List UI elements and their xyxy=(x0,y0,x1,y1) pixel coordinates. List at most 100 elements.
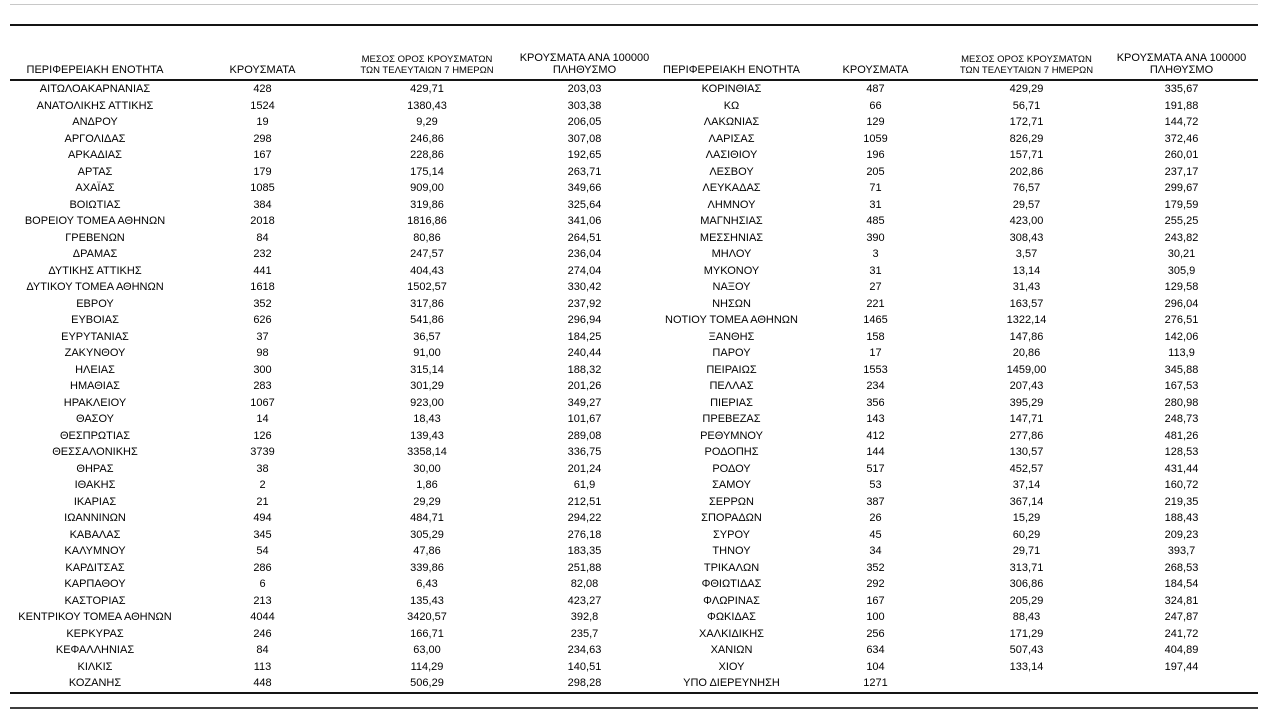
region-cell: ΤΡΙΚΑΛΩΝ xyxy=(703,561,760,574)
avg7-cell: 171,29 xyxy=(1009,627,1044,640)
table-row: ΑΝΑΤΟΛΙΚΗΣ ΑΤΤΙΚΗΣ 1524 1380,43 303,38 ΚΩ 66 5… xyxy=(10,98,1258,115)
avg7-cell: 175,14 xyxy=(410,165,444,178)
region-cell: ΛΑΡΙΣΑΣ xyxy=(708,132,755,145)
avg7-cell: 423,00 xyxy=(1009,215,1044,227)
avg7-cell: 172,71 xyxy=(1009,116,1044,128)
per100k-cell: 101,67 xyxy=(567,413,602,425)
region-cell: ΒΟΙΩΤΙΑΣ xyxy=(69,198,121,211)
cases-cell: 634 xyxy=(866,644,885,656)
avg7-cell: 308,43 xyxy=(1009,231,1044,244)
table-row: ΙΩΑΝΝΙΝΩΝ 494 484,71 294,22 ΣΠΟΡΑΔΩΝ 26 15,29 1… xyxy=(10,510,1258,527)
region-cell: ΜΥΚΟΝΟΥ xyxy=(703,264,760,277)
region-cell: ΧΑΝΙΩΝ xyxy=(710,644,753,656)
region-cell: ΠΡΕΒΕΖΑΣ xyxy=(702,413,761,425)
table-row: ΚΑΛΥΜΝΟΥ 54 47,86 183,35 ΤΗΝΟΥ 34 29,71 393,7 xyxy=(10,543,1258,560)
region-cell: ΝΟΤΙΟΥ ΤΟΜΕΑ ΑΘΗΝΩΝ xyxy=(665,314,798,326)
per100k-cell: 235,7 xyxy=(570,627,599,640)
avg7-cell: 36,57 xyxy=(413,330,441,343)
per100k-cell: 372,46 xyxy=(1164,132,1199,145)
cases-cell: 2018 xyxy=(250,215,275,227)
per100k-cell: 335,67 xyxy=(1164,83,1199,95)
per100k-cell: 30,21 xyxy=(1167,248,1196,260)
region-cell: ΗΡΑΚΛΕΙΟΥ xyxy=(63,396,127,409)
per100k-cell: 192,65 xyxy=(567,149,602,161)
table-row: ΑΙΤΩΛΟΑΚΑΡΝΑΝΙΑΣ 428 429,71 203,03 ΚΟΡΙΝΘΙΑΣ… xyxy=(10,80,1258,98)
table-row: ΚΕΝΤΡΙΚΟΥ ΤΟΜΕΑ ΑΘΗΝΩΝ 4044 3420,57 392,8 ΦΩ… xyxy=(10,609,1258,626)
top-thick-divider xyxy=(10,24,1258,26)
cases-cell: 246 xyxy=(253,627,272,640)
cases-cell: 104 xyxy=(866,660,885,673)
cases-cell: 21 xyxy=(256,495,269,508)
cases-cell: 4044 xyxy=(250,611,275,623)
per100k-cell: 167,53 xyxy=(1164,380,1199,392)
per100k-cell: 234,63 xyxy=(567,644,602,656)
region-cell: ΚΕΝΤΡΙΚΟΥ ΤΟΜΕΑ ΑΘΗΝΩΝ xyxy=(18,611,172,623)
cases-cell: 298 xyxy=(253,132,272,145)
avg7-cell: 15,29 xyxy=(1012,512,1041,524)
cases-cell: 71 xyxy=(869,182,882,194)
avg7-cell: 1459,00 xyxy=(1006,363,1047,376)
cases-cell: 234 xyxy=(866,380,885,392)
per100k-cell: 240,44 xyxy=(567,347,602,359)
avg7-cell: 506,29 xyxy=(410,677,444,689)
per100k-cell: 296,04 xyxy=(1164,297,1199,310)
cases-cell: 428 xyxy=(253,83,272,95)
cases-cell: 1465 xyxy=(863,314,888,326)
per100k-cell: 276,51 xyxy=(1164,314,1199,326)
avg7-cell: 30,00 xyxy=(413,462,441,475)
per100k-cell: 203,03 xyxy=(567,83,602,95)
region-cell: ΙΘΑΚΗΣ xyxy=(74,479,116,491)
per100k-cell: 129,58 xyxy=(1164,281,1199,293)
region-cell: ΠΕΛΛΑΣ xyxy=(709,380,754,392)
region-cell: ΑΝΑΤΟΛΙΚΗΣ ΑΤΤΙΚΗΣ xyxy=(36,99,154,112)
region-cell: ΚΕΦΑΛΛΗΝΙΑΣ xyxy=(55,644,135,656)
per100k-cell: 179,59 xyxy=(1164,198,1199,211)
per100k-cell: 247,87 xyxy=(1164,611,1199,623)
cases-cell: 66 xyxy=(869,99,882,112)
per100k-cell: 336,75 xyxy=(567,446,602,458)
avg7-cell: 317,86 xyxy=(410,297,444,310)
header-line: ΜΕΣΟΣ ΟΡΟΣ ΚΡΟΥΣΜΑΤΩΝ xyxy=(361,54,493,65)
avg7-cell: 37,14 xyxy=(1012,479,1041,491)
per100k-cell: 324,81 xyxy=(1164,594,1199,607)
per100k-cell: 201,24 xyxy=(567,462,602,475)
cases-cell: 167 xyxy=(866,594,885,607)
region-cell: ΧΑΛΚΙΔΙΚΗΣ xyxy=(699,627,764,640)
region-cell: ΡΕΘΥΜΝΟΥ xyxy=(700,429,763,442)
cases-cell: 485 xyxy=(866,215,885,227)
header-row: ΠΕΡΙΦΕΡΕΙΑΚΗ ΕΝΟΤΗΤΑ ΚΡΟΥΣΜΑΤΑ ΜΕΣΟΣ ΟΡΟ… xyxy=(10,36,1258,81)
cases-cell: 100 xyxy=(866,611,885,623)
region-cell: ΔΥΤΙΚΟΥ ΤΟΜΕΑ ΑΘΗΝΩΝ xyxy=(26,281,164,293)
cases-cell: 143 xyxy=(866,413,885,425)
table-row: ΑΧΑΪΑΣ 1085 909,00 349,66 ΛΕΥΚΑΔΑΣ 71 76,57 299… xyxy=(10,180,1258,197)
cases-cell: 1059 xyxy=(863,132,888,145)
per100k-cell: 260,01 xyxy=(1164,149,1199,161)
avg7-cell: 6,43 xyxy=(416,578,438,590)
avg7-cell: 205,29 xyxy=(1009,594,1044,607)
cases-cell: 626 xyxy=(253,314,272,326)
cases-cell: 144 xyxy=(866,446,885,458)
per100k-cell: 263,71 xyxy=(567,165,602,178)
cases-cell: 441 xyxy=(253,264,272,277)
region-cell: ΘΗΡΑΣ xyxy=(76,462,114,475)
avg7-cell: 60,29 xyxy=(1012,528,1041,541)
region-cell: ΔΥΤΙΚΗΣ ΑΤΤΙΚΗΣ xyxy=(48,264,142,277)
per100k-cell: 219,35 xyxy=(1164,495,1199,508)
avg7-cell: 228,86 xyxy=(410,149,444,161)
per100k-cell: 255,25 xyxy=(1164,215,1199,227)
cases-cell: 412 xyxy=(866,429,885,442)
per100k-cell: 298,28 xyxy=(567,677,602,689)
per100k-cell: 330,42 xyxy=(567,281,602,293)
table-row: ΚΑΒΑΛΑΣ 345 305,29 276,18 ΣΥΡΟΥ 45 60,29 209,23 xyxy=(10,527,1258,544)
region-cell: ΤΗΝΟΥ xyxy=(712,545,751,557)
region-cell: ΡΟΔΟΠΗΣ xyxy=(704,446,759,458)
cases-cell: 213 xyxy=(253,594,272,607)
cases-cell: 38 xyxy=(256,462,269,475)
header-line: ΠΛΗΘΥΣΜΟ xyxy=(1149,64,1214,76)
region-cell: ΧΙΟΥ xyxy=(718,660,745,673)
table-row: ΚΑΣΤΟΡΙΑΣ 213 135,43 423,27 ΦΛΩΡΙΝΑΣ 167 205,2… xyxy=(10,593,1258,610)
per100k-cell: 431,44 xyxy=(1164,462,1199,475)
per100k-cell: 212,51 xyxy=(567,495,602,508)
cases-cell: 34 xyxy=(869,545,882,557)
per100k-cell: 305,9 xyxy=(1167,264,1196,277)
